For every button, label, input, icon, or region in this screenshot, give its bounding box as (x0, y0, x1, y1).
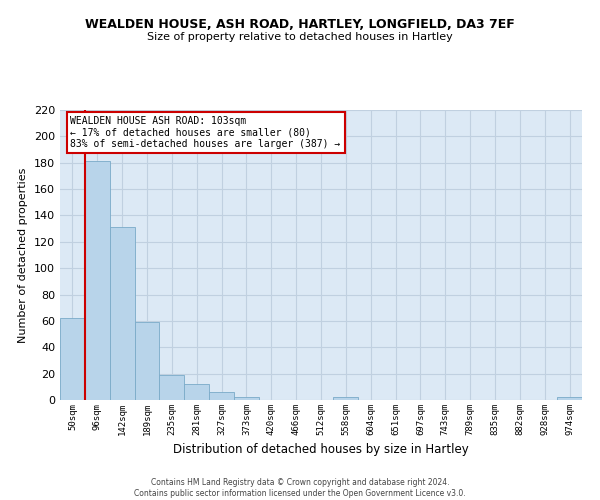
Bar (110, 228, 134, 400)
Text: Size of property relative to detached houses in Hartley: Size of property relative to detached ho… (147, 32, 453, 42)
Text: WEALDEN HOUSE ASH ROAD: 103sqm
← 17% of detached houses are smaller (80)
83% of : WEALDEN HOUSE ASH ROAD: 103sqm ← 17% of … (70, 116, 341, 149)
Y-axis label: Number of detached properties: Number of detached properties (19, 168, 28, 342)
Bar (557, 398, 582, 400)
Bar (234, 398, 259, 400)
Bar (60, 318, 85, 400)
Bar (334, 398, 358, 400)
X-axis label: Distribution of detached houses by size in Hartley: Distribution of detached houses by size … (173, 444, 469, 456)
Bar (85, 162, 110, 400)
Bar (209, 392, 234, 400)
Bar (134, 322, 160, 400)
Text: Contains HM Land Registry data © Crown copyright and database right 2024.
Contai: Contains HM Land Registry data © Crown c… (134, 478, 466, 498)
Bar (184, 384, 209, 400)
Text: WEALDEN HOUSE, ASH ROAD, HARTLEY, LONGFIELD, DA3 7EF: WEALDEN HOUSE, ASH ROAD, HARTLEY, LONGFI… (85, 18, 515, 30)
Bar (160, 375, 184, 400)
